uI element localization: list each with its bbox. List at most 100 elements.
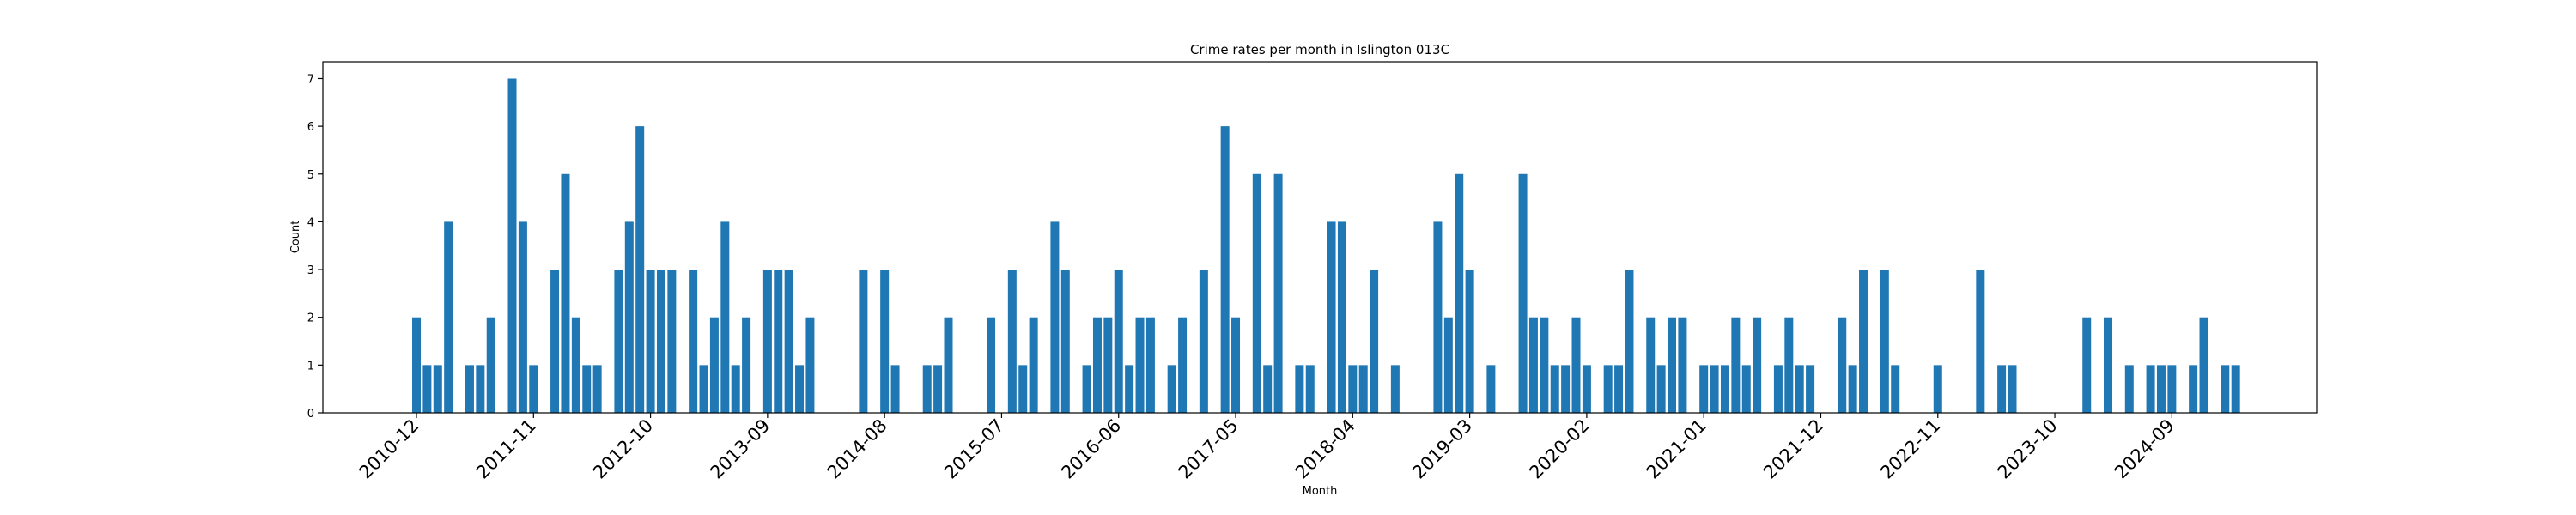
bar bbox=[1571, 317, 1581, 413]
bar bbox=[2082, 317, 2092, 413]
bar bbox=[1603, 365, 1613, 413]
bar bbox=[731, 365, 740, 413]
bar bbox=[1114, 270, 1123, 413]
bar bbox=[2156, 365, 2166, 413]
bar bbox=[2199, 317, 2208, 413]
y-tick-label: 7 bbox=[307, 73, 314, 86]
chart-title: Crime rates per month in Islington 013C bbox=[1190, 42, 1449, 58]
bar bbox=[1731, 317, 1741, 413]
bar bbox=[774, 270, 783, 413]
bar bbox=[1443, 317, 1453, 413]
x-tick-label: 2012-10 bbox=[589, 415, 657, 483]
bar bbox=[1859, 270, 1868, 413]
bar bbox=[762, 270, 772, 413]
x-tick-label: 2023-10 bbox=[1994, 415, 2062, 483]
bar bbox=[1018, 365, 1028, 413]
bar bbox=[1848, 365, 1857, 413]
bar bbox=[1007, 270, 1017, 413]
bar bbox=[1540, 317, 1549, 413]
bar bbox=[1668, 317, 1677, 413]
y-axis: 0 1 2 3 4 5 6 7 bbox=[307, 73, 323, 421]
bar bbox=[646, 270, 655, 413]
bar bbox=[1263, 365, 1273, 413]
bar bbox=[2008, 365, 2017, 413]
bar bbox=[1455, 173, 1464, 413]
bar bbox=[1550, 365, 1559, 413]
bar bbox=[1784, 317, 1794, 413]
bar bbox=[1348, 365, 1358, 413]
bar bbox=[1753, 317, 1762, 413]
bar bbox=[1358, 365, 1368, 413]
bar bbox=[2146, 365, 2155, 413]
bar bbox=[2231, 365, 2240, 413]
x-tick-label: 2021-12 bbox=[1759, 415, 1827, 483]
bar bbox=[1614, 365, 1624, 413]
x-tick-label: 2018-04 bbox=[1291, 415, 1359, 483]
bar bbox=[1390, 365, 1400, 413]
plot-frame bbox=[322, 61, 2318, 414]
bar bbox=[1273, 173, 1283, 413]
bar bbox=[422, 365, 432, 413]
bar bbox=[1295, 365, 1304, 413]
x-tick-label: 2024-09 bbox=[2111, 415, 2178, 483]
bar bbox=[1891, 365, 1900, 413]
bar bbox=[699, 365, 708, 413]
bar bbox=[614, 270, 623, 413]
bar bbox=[1880, 270, 1889, 413]
bar bbox=[795, 365, 805, 413]
x-tick-label: 2017-05 bbox=[1175, 415, 1242, 483]
x-tick-label: 2016-06 bbox=[1057, 415, 1125, 483]
bar bbox=[933, 365, 943, 413]
bar bbox=[1997, 365, 2007, 413]
bar bbox=[689, 270, 698, 413]
bar bbox=[1518, 173, 1528, 413]
bar bbox=[667, 270, 677, 413]
x-axis: 2010-12 2011-11 2012-10 2013-09 2014-08 2015-… bbox=[355, 413, 2178, 483]
bar bbox=[1370, 270, 1379, 413]
bar bbox=[550, 270, 560, 413]
bar bbox=[656, 270, 665, 413]
bar bbox=[1050, 221, 1060, 413]
y-tick-label: 0 bbox=[307, 408, 314, 421]
bar bbox=[2124, 365, 2134, 413]
bar bbox=[635, 126, 645, 413]
bar bbox=[987, 317, 996, 413]
bar bbox=[1741, 365, 1751, 413]
bar bbox=[444, 221, 453, 413]
bars-group bbox=[412, 78, 2240, 413]
y-tick-label: 6 bbox=[307, 121, 314, 134]
bar bbox=[1976, 270, 1985, 413]
bar bbox=[1795, 365, 1804, 413]
x-tick-label: 2019-03 bbox=[1408, 415, 1476, 483]
x-axis-label: Month bbox=[1303, 485, 1338, 498]
y-axis-label: Count bbox=[289, 221, 302, 254]
bar bbox=[1465, 270, 1474, 413]
bar bbox=[1646, 317, 1656, 413]
bar bbox=[1625, 270, 1634, 413]
bar bbox=[1656, 365, 1666, 413]
bar bbox=[2104, 317, 2113, 413]
bar bbox=[1773, 365, 1783, 413]
bar bbox=[1092, 317, 1102, 413]
bar bbox=[507, 78, 517, 413]
y-tick-label: 5 bbox=[307, 169, 314, 182]
bar bbox=[944, 317, 953, 413]
bar bbox=[571, 317, 580, 413]
bar bbox=[859, 270, 868, 413]
x-tick-label: 2021-01 bbox=[1643, 415, 1710, 483]
bar bbox=[1231, 317, 1241, 413]
bar bbox=[1838, 317, 1847, 413]
bar bbox=[1178, 317, 1188, 413]
bar bbox=[1806, 365, 1815, 413]
bar bbox=[1082, 365, 1091, 413]
bar bbox=[1337, 221, 1346, 413]
bar bbox=[1678, 317, 1687, 413]
bar bbox=[1561, 365, 1571, 413]
x-tick-label: 2014-08 bbox=[823, 415, 891, 483]
bar bbox=[890, 365, 900, 413]
x-tick-label: 2011-11 bbox=[472, 415, 540, 483]
bar bbox=[922, 365, 932, 413]
bar bbox=[582, 365, 592, 413]
bar bbox=[720, 221, 730, 413]
